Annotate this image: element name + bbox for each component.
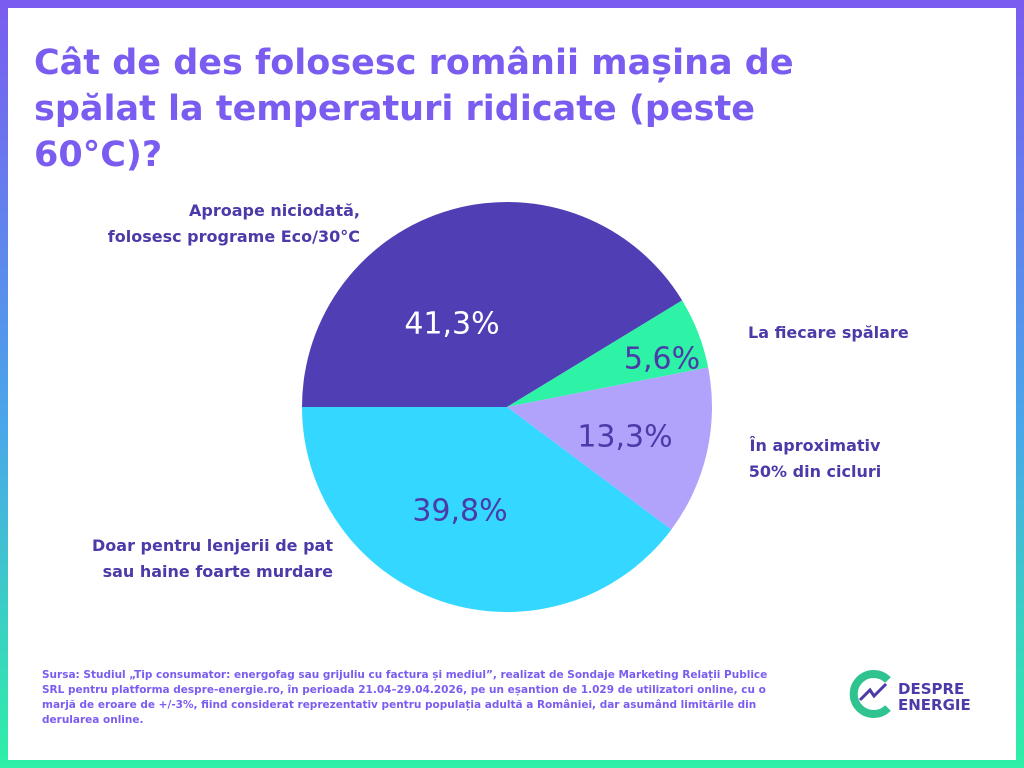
category-label: Doar pentru lenjerii de pat <box>92 536 333 555</box>
category-label: folosesc programe Eco/30°C <box>108 227 360 246</box>
category-label: În aproximativ <box>750 436 881 455</box>
category-label: 50% din cicluri <box>749 462 881 481</box>
pie-slice <box>507 367 712 530</box>
category-label: sau haine foarte murdare <box>103 562 334 581</box>
logo-bolt <box>858 682 888 702</box>
value-label: 39,8% <box>412 494 507 529</box>
logo-text: DESPRE <box>898 680 964 698</box>
category-label: Aproape niciodată, <box>189 201 360 220</box>
logo-icon <box>849 670 891 718</box>
source-note: Sursa: Studiul „Tip consumator: energofa… <box>42 669 768 726</box>
logo-ring <box>849 670 891 718</box>
value-label: 41,3% <box>404 307 499 342</box>
category-label: La fiecare spălare <box>748 323 909 342</box>
chart-title: Cât de des folosesc românii mașina de sp… <box>34 43 794 175</box>
pie-slice <box>302 201 683 407</box>
value-label: 13,3% <box>577 420 672 455</box>
pie-slice <box>302 407 672 612</box>
pie-slice <box>507 300 709 407</box>
logo-text: ENERGIE <box>898 696 971 714</box>
value-label: 5,6% <box>624 342 700 377</box>
